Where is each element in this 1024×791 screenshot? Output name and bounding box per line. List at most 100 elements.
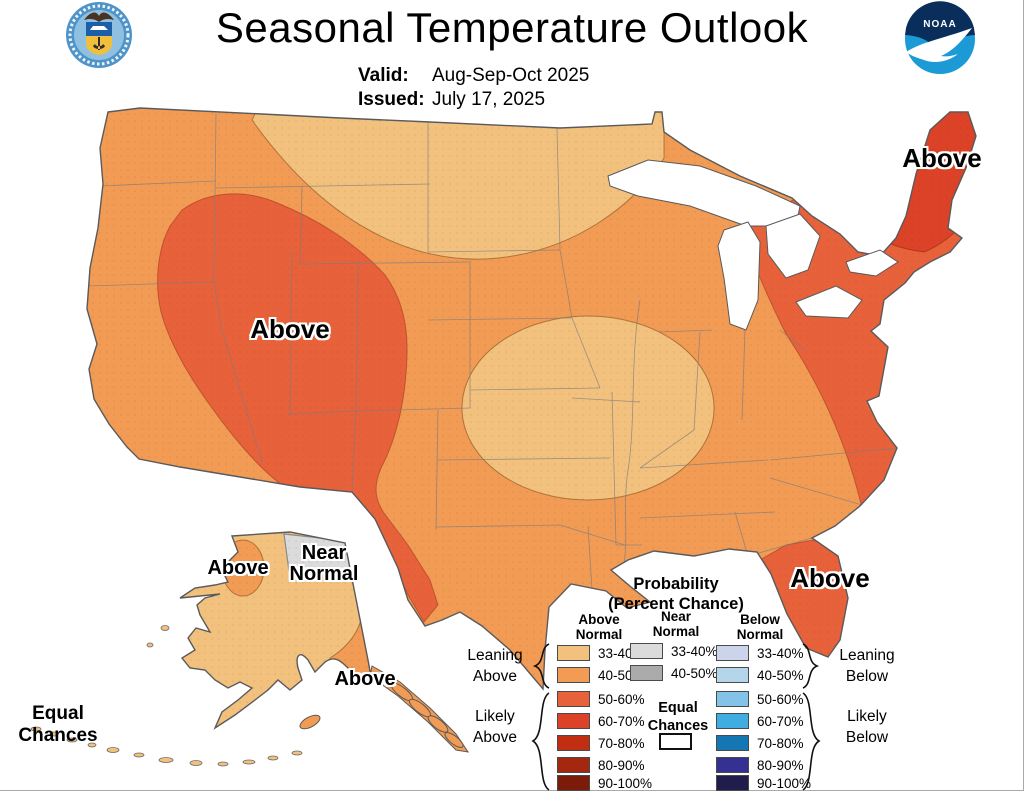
leaning-above-line1: Leaning [467,647,523,664]
map-label-equal-chances: Equal Chances [4,703,112,747]
row-label: 50-60% [757,692,804,707]
legend-row-below-33-40: 33-40% [716,645,816,662]
row-label: 90-100% [598,776,653,791]
map-label-alaska-near-normal: Near Normal [254,543,394,585]
valid-issued-block: Valid: Aug-Sep-Oct 2025 Issued: July 17, 2… [358,64,589,112]
legend-row-near-33-40: 33-40% [630,643,730,660]
valid-label: Valid: [358,65,409,86]
aleutian-island [291,750,303,756]
map-label-northeast-above: Above [902,143,982,173]
leaning-above-brace [532,643,550,689]
swatch-below-70-80 [716,735,749,751]
above-header-line2: Normal [575,627,623,642]
row-label: 40-50% [671,666,718,681]
legend-row-above-70-80: 70-80% [557,735,657,752]
aleutian-island [133,752,145,758]
equal-chances-swatch [659,733,692,750]
legend-row-above-80-90: 80-90% [557,757,657,774]
likely-below-line2: Below [845,729,889,746]
row-label: 60-70% [757,714,804,729]
row-label: 50-60% [598,692,645,707]
legend-row-above-90-100: 90-100% [557,775,657,791]
aleutian-island [189,760,203,766]
lake-michigan [717,221,761,331]
row-label: 40-50% [757,668,804,683]
swatch-below-50-60 [716,691,749,707]
legend-row-below-50-60: 50-60% [716,691,816,708]
map-label-alaska-se-above: Above [334,668,396,690]
issued-value: July 17, 2025 [432,89,546,110]
aleutian-island [87,742,97,748]
aleutian-island [158,757,174,763]
legend-header-above: Above Normal [544,612,654,642]
map-label-west-above: Above [250,314,330,344]
seal-anchor [93,37,105,50]
near-normal-line1: Near [301,542,347,564]
legend-braces [531,643,821,791]
legend-leaning-above-label: Leaning Above [450,645,540,687]
swatch-below-40-50 [716,667,749,683]
valid-line: Valid: Aug-Sep-Oct 2025 [358,64,589,88]
lake-huron [765,213,821,279]
legend-header-near: Near Normal [621,609,731,639]
below-header-line1: Below [740,612,780,627]
equal-chances-line2: Chances [18,725,98,746]
lake-erie [795,285,863,319]
noaa-gull [906,28,972,62]
leaning-below-line2: Below [845,668,889,685]
aleutian-island [66,737,78,743]
legend-likely-below-label: Likely Below [822,706,912,748]
row-label: 33-40% [757,646,804,661]
commerce-seal [66,2,132,68]
swatch-below-90-100 [716,775,749,791]
seal-ship [90,26,108,30]
legend-row-below-90-100: 90-100% [716,775,816,791]
row-label: 60-70% [598,714,645,729]
swatch-above-90-100 [557,775,590,791]
alaska-panhandle [299,665,470,753]
below-header-line2: Normal [736,627,784,642]
noaa-logo-top [905,1,975,55]
leaning-below-brace [802,643,820,689]
aleutian-island [267,755,279,761]
row-label: 80-90% [598,758,645,773]
aleutian-island [160,625,170,631]
legend-row-below-40-50: 40-50% [716,667,816,684]
seal-eagle [84,12,114,22]
row-label: 90-100% [757,776,812,791]
row-label: 33-40% [671,644,718,659]
swatch-above-40-50 [557,667,590,683]
legend-row-near-40-50: 40-50% [630,665,730,682]
conus-outline [86,107,977,691]
panhandle-island [427,715,449,733]
issued-label: Issued: [358,89,425,110]
map-label-florida-above: Above [790,563,870,593]
legend-row-below-80-90: 80-90% [716,757,816,774]
swatch-above-60-70 [557,713,590,729]
aleutian-island [146,642,154,648]
legend-leaning-below-label: Leaning Below [822,645,912,687]
great-lakes [607,159,899,331]
swatch-below-80-90 [716,757,749,773]
legend-header-below: Below Normal [705,612,815,642]
likely-below-line1: Likely [847,708,887,725]
swatch-below-60-70 [716,713,749,729]
row-label: 70-80% [598,736,645,751]
legend-row-below-70-80: 70-80% [716,735,816,752]
swatch-below-33-40 [716,645,749,661]
likely-above-brace [531,692,550,791]
swatch-above-33-40 [557,645,590,661]
swatch-above-50-60 [557,691,590,707]
kodiak-island [299,714,321,730]
aleutian-island [49,731,59,737]
legend-equal-chances-label: Equal Chances [630,699,726,735]
aleutian-islands [30,625,303,767]
above-header-line1: Above [578,612,620,627]
page-title: Seasonal Temperature Outlook [215,4,809,51]
map-label-alaska-nw-above: Above [207,557,269,579]
state-lines [87,113,898,591]
leaning-above-line2: Above [473,668,517,685]
aleutian-island [30,726,42,732]
